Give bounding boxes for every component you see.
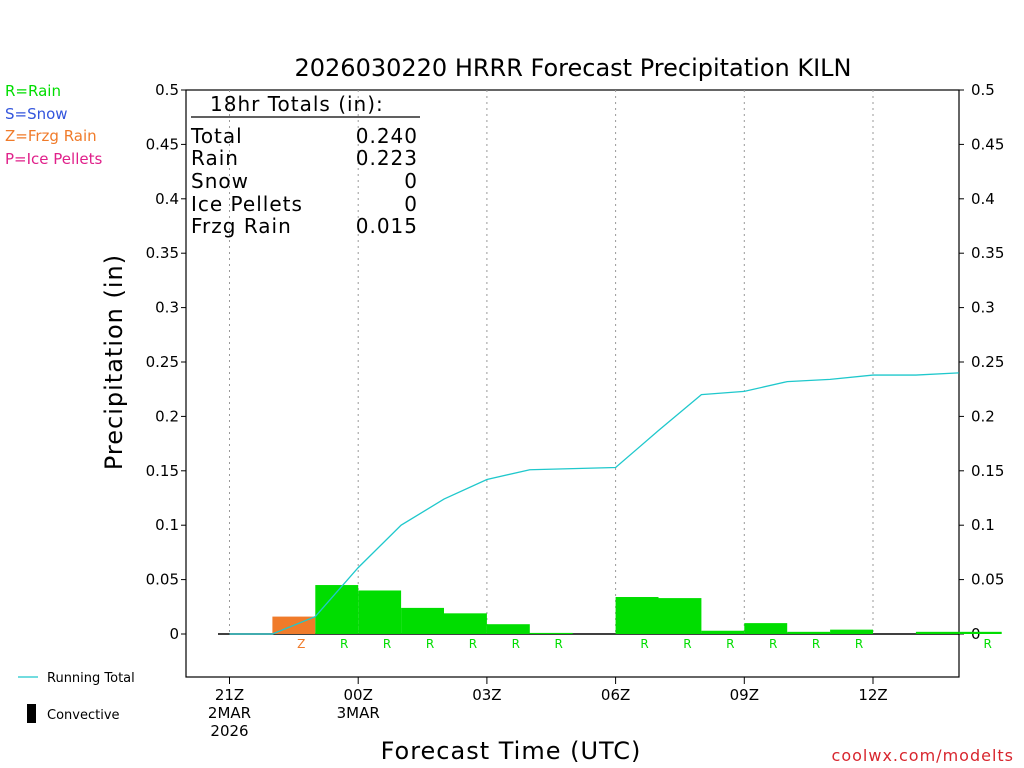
totals-value-total: 0.240 <box>356 124 418 148</box>
y-tick-label-right: 0.2 <box>971 407 995 425</box>
precip-type-label: R <box>984 637 992 651</box>
y-tick-label-right: 0.4 <box>971 190 995 208</box>
y-tick-label-left: 0 <box>169 625 179 643</box>
y-tick-label-right: 0.3 <box>971 299 995 317</box>
totals-value-ice-pellets: 0 <box>404 192 418 216</box>
y-axis-label: Precipitation (in) <box>100 254 128 470</box>
y-tick-label-left: 0.4 <box>155 190 179 208</box>
legend-ice-pellets: P=Ice Pellets <box>5 150 102 168</box>
x-tick-label: 2026 <box>210 722 248 740</box>
totals-label-ice-pellets: Ice Pellets <box>191 192 303 216</box>
y-axis-ticks: 000.050.050.10.10.150.150.20.20.250.250.… <box>146 81 1005 643</box>
totals-label-rain: Rain <box>191 146 239 170</box>
precip-bar <box>915 631 959 634</box>
y-tick-label-left: 0.25 <box>146 353 179 371</box>
precip-bar <box>529 632 573 634</box>
y-tick-label-right: 0.1 <box>971 516 995 534</box>
x-tick-label: 21Z <box>215 686 244 704</box>
y-tick-label-left: 0.45 <box>146 135 179 153</box>
y-tick-label-left: 0.05 <box>146 571 179 589</box>
precip-bar <box>830 629 873 634</box>
y-tick-label-left: 0.5 <box>155 81 179 99</box>
totals-label-frzg-rain: Frzg Rain <box>191 214 292 238</box>
watermark: coolwx.com/modelts <box>832 746 1014 765</box>
y-tick-label-right: 0.05 <box>971 571 1004 589</box>
totals-label-snow: Snow <box>191 169 249 193</box>
precip-bar <box>486 624 530 634</box>
convective-legend-label: Convective <box>47 708 120 723</box>
grid-layer <box>218 90 959 635</box>
precip-bar <box>744 623 788 634</box>
y-tick-label-right: 0.45 <box>971 135 1004 153</box>
totals-value-rain: 0.223 <box>356 146 418 170</box>
chart-title: 2026030220 HRRR Forecast Precipitation K… <box>295 54 852 82</box>
precip-type-label: R <box>640 637 648 651</box>
y-tick-label-left: 0.15 <box>146 462 179 480</box>
totals-label-total: Total <box>190 124 243 148</box>
running-total-layer <box>229 372 959 635</box>
x-tick-label: 12Z <box>858 686 887 704</box>
y-tick-label-left: 0.2 <box>155 407 179 425</box>
precip-bar <box>958 631 1002 634</box>
x-tick-label: 3MAR <box>337 704 380 722</box>
legend-rain: R=Rain <box>5 82 61 100</box>
y-tick-label-left: 0.1 <box>155 516 179 534</box>
y-tick-label-right: 0.5 <box>971 81 995 99</box>
convective-legend-swatch <box>27 704 36 723</box>
precip-bar <box>701 630 745 634</box>
precip-type-label: R <box>855 637 863 651</box>
y-tick-label-left: 0.3 <box>155 299 179 317</box>
precip-bar <box>658 598 702 634</box>
x-tick-label: 09Z <box>730 686 759 704</box>
totals-box: 18hr Totals (in): Total 0.240 Rain 0.223… <box>190 92 420 238</box>
y-tick-label-right: 0.25 <box>971 353 1004 371</box>
plot-frame <box>185 89 960 678</box>
precip-type-label: R <box>340 637 348 651</box>
y-tick-label-right: 0.15 <box>971 462 1004 480</box>
running-total-legend-label: Running Total <box>47 671 135 686</box>
precip-bar <box>444 613 487 634</box>
precip-type-label: R <box>555 637 563 651</box>
precip-type-label: R <box>683 637 691 651</box>
precip-bar <box>615 597 659 634</box>
totals-header: 18hr Totals (in): <box>210 92 384 116</box>
totals-value-snow: 0 <box>404 169 418 193</box>
precip-bar <box>401 607 444 634</box>
y-tick-label-left: 0.35 <box>146 244 179 262</box>
x-tick-label: 06Z <box>601 686 630 704</box>
bars-layer <box>272 585 1002 634</box>
precip-bar <box>315 585 359 634</box>
x-tick-label: 00Z <box>344 686 373 704</box>
precip-bar <box>787 631 831 634</box>
precip-type-label: R <box>726 637 734 651</box>
precip-type-label: R <box>512 637 520 651</box>
precip-type-label: R <box>469 637 477 651</box>
precip-type-label: R <box>383 637 391 651</box>
precip-bar <box>358 590 402 634</box>
precip-type-label: R <box>769 637 777 651</box>
precip-type-label: R <box>426 637 434 651</box>
precip-type-label: Z <box>297 637 305 651</box>
running-total-line <box>229 372 959 635</box>
x-tick-label: 2MAR <box>208 704 251 722</box>
x-axis-label: Forecast Time (UTC) <box>381 737 642 765</box>
precip-type-label: R <box>812 637 820 651</box>
legend-frzg-rain: Z=Frzg Rain <box>5 127 97 145</box>
totals-value-frzg-rain: 0.015 <box>356 214 418 238</box>
x-tick-label: 03Z <box>472 686 501 704</box>
legend-snow: S=Snow <box>5 105 68 123</box>
y-tick-label-right: 0.35 <box>971 244 1004 262</box>
